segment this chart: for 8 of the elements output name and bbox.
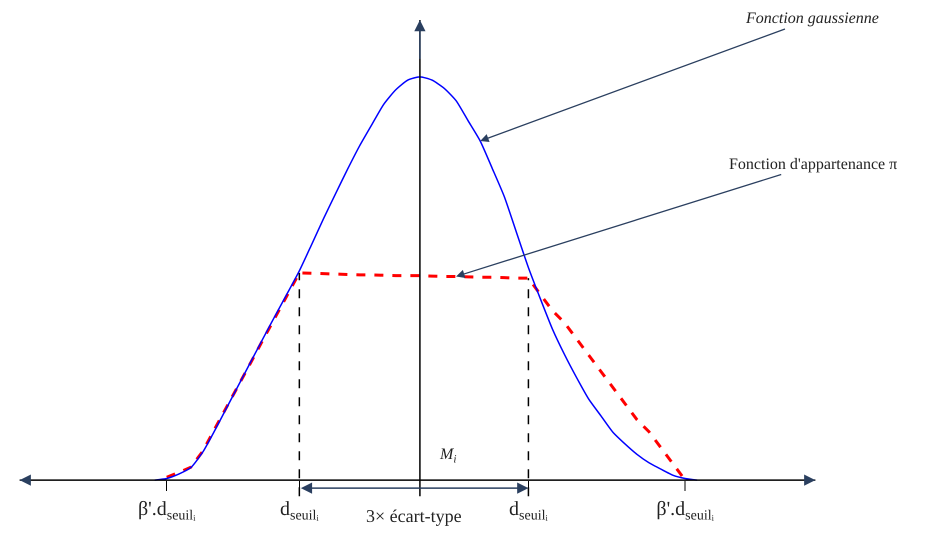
text: Fonction gaussienne (745, 10, 879, 27)
text: 3× écart-type (366, 506, 462, 526)
x-tick-label: β'.d$_{seuilᵢ}$ (138, 498, 196, 524)
x-tick-label: d$_{seuilᵢ}$ (509, 498, 548, 524)
text: Fonction d'appartenance π (729, 156, 898, 173)
annotation: M$_{i}$ (439, 446, 456, 466)
x-tick-label: β'.d$_{seuilᵢ}$ (656, 498, 715, 524)
x-tick-label: d$_{seuilᵢ}$ (280, 498, 320, 524)
